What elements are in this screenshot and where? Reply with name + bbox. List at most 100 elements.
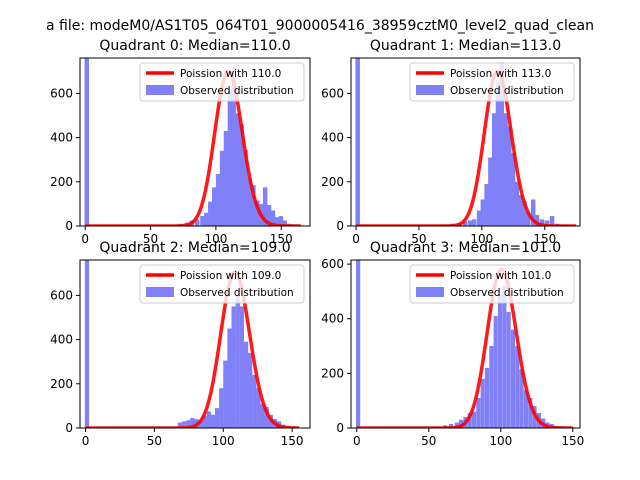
histogram-bar bbox=[219, 150, 225, 226]
histogram-bar bbox=[491, 113, 497, 226]
histogram-bar bbox=[510, 329, 516, 428]
histogram-bar bbox=[252, 374, 257, 428]
histogram-bar bbox=[256, 388, 261, 428]
y-tick-label: 0 bbox=[65, 421, 73, 435]
histogram-bar bbox=[467, 412, 472, 428]
axes-frame bbox=[350, 259, 581, 429]
x-tick-label: 0 bbox=[82, 434, 90, 448]
histogram-bar bbox=[497, 294, 503, 428]
y-tick-label: 0 bbox=[336, 219, 344, 233]
x-tick-label: 150 bbox=[281, 434, 304, 448]
subplot-title: Quadrant 2: Median=109.0 bbox=[99, 240, 290, 256]
histogram-bar bbox=[510, 153, 516, 226]
x-tick-label: 100 bbox=[204, 232, 227, 246]
axes-frame bbox=[350, 57, 581, 227]
subplot-title: Quadrant 0: Median=110.0 bbox=[99, 38, 290, 54]
histogram-bar bbox=[489, 346, 494, 428]
poisson-curve bbox=[356, 267, 574, 428]
histogram-bar bbox=[356, 260, 361, 428]
histogram-bar bbox=[260, 403, 265, 428]
histogram-bar bbox=[480, 199, 486, 226]
histogram-bar bbox=[206, 411, 211, 428]
x-tick-label: 50 bbox=[421, 434, 436, 448]
legend-label: Poission with 101.0 bbox=[450, 270, 551, 282]
legend-bar-swatch bbox=[146, 85, 174, 95]
histogram-bar bbox=[506, 311, 511, 428]
histogram-bar bbox=[502, 285, 507, 428]
histogram-bar bbox=[243, 341, 249, 428]
histogram-bar bbox=[181, 421, 187, 428]
histogram-bar bbox=[518, 195, 523, 226]
histogram-bar bbox=[484, 367, 490, 428]
histogram-bar bbox=[530, 199, 536, 226]
legend: Poission with 109.0 Observed distribution bbox=[139, 264, 305, 304]
histogram-bar bbox=[231, 306, 236, 428]
histogram-bar bbox=[454, 422, 459, 428]
x-tick-label: 0 bbox=[353, 434, 361, 448]
legend-label: Poission with 113.0 bbox=[450, 68, 551, 80]
y-tick-label: 0 bbox=[336, 421, 344, 435]
histogram-bar bbox=[549, 216, 555, 226]
histogram-bar bbox=[503, 113, 508, 226]
histogram-bar bbox=[499, 62, 505, 226]
x-tick-label: 50 bbox=[411, 232, 426, 246]
histogram-bar bbox=[255, 200, 260, 226]
legend-bar-swatch bbox=[416, 287, 444, 297]
histogram-bar bbox=[278, 216, 284, 226]
y-tick-label: 600 bbox=[321, 257, 344, 271]
legend-box bbox=[139, 62, 305, 102]
subplot-quadrant-2: 0 50 100 150 0 200 400 600 Quadrant 2: Median=10… bbox=[50, 240, 311, 448]
histogram-bar bbox=[476, 397, 481, 428]
histogram-bar bbox=[522, 200, 527, 226]
subplot-quadrant-1: 0 50 100 150 0 200 400 600 Quadrant 1: Median=11… bbox=[321, 38, 581, 246]
x-tick-label: 150 bbox=[533, 232, 556, 246]
histogram-bar bbox=[544, 220, 550, 226]
axes-frame bbox=[79, 259, 311, 429]
histogram-bar bbox=[493, 316, 498, 428]
subplot-title: Quadrant 3: Median=101.0 bbox=[370, 240, 561, 256]
legend-label: Observed distribution bbox=[450, 85, 564, 97]
histogram-bar bbox=[223, 360, 228, 428]
x-tick-label: 100 bbox=[212, 434, 235, 448]
histogram-bar bbox=[471, 411, 477, 428]
histogram-bar bbox=[488, 157, 493, 226]
legend-box bbox=[409, 62, 575, 102]
poisson-curve bbox=[84, 69, 302, 226]
histogram-bar bbox=[235, 295, 240, 428]
histogram-bar bbox=[266, 205, 272, 226]
histogram-bar bbox=[525, 212, 531, 226]
histogram-bar bbox=[448, 423, 454, 428]
y-tick-label: 600 bbox=[50, 288, 73, 302]
x-tick-label: 50 bbox=[147, 434, 162, 448]
subplot-title: Quadrant 1: Median=113.0 bbox=[370, 38, 561, 54]
histogram-bar bbox=[539, 219, 545, 226]
histogram-bar bbox=[211, 187, 217, 226]
y-tick-label: 200 bbox=[321, 366, 344, 380]
legend-box bbox=[139, 264, 305, 304]
histogram-bar bbox=[239, 124, 244, 226]
histogram-bar bbox=[214, 408, 220, 428]
y-tick-label: 400 bbox=[50, 333, 73, 347]
y-tick-label: 200 bbox=[321, 175, 344, 189]
histogram-bar bbox=[200, 216, 205, 226]
histogram-bar bbox=[190, 418, 195, 428]
histogram-bar bbox=[462, 221, 468, 226]
histogram-bar bbox=[204, 212, 209, 226]
x-tick-label: 50 bbox=[143, 232, 158, 246]
histogram-bar bbox=[484, 184, 489, 226]
histogram-bar bbox=[471, 219, 477, 226]
histogram-bar bbox=[227, 328, 232, 428]
x-tick-label: 0 bbox=[352, 232, 360, 246]
legend-label: Observed distribution bbox=[450, 287, 564, 299]
histogram-bar bbox=[243, 149, 248, 226]
histogram-bar bbox=[239, 306, 245, 428]
subplot-quadrant-3: 0 50 100 150 0 200 400 600 Quadrant 3: Median=10… bbox=[321, 240, 584, 448]
histogram-bar bbox=[534, 214, 540, 226]
histogram-bar bbox=[247, 177, 252, 226]
histogram-bar bbox=[215, 174, 221, 226]
histogram-bar bbox=[270, 210, 276, 226]
histogram-bar bbox=[84, 260, 90, 428]
histogram-bar bbox=[262, 187, 268, 226]
legend: Poission with 110.0 Observed distribution bbox=[139, 62, 305, 102]
